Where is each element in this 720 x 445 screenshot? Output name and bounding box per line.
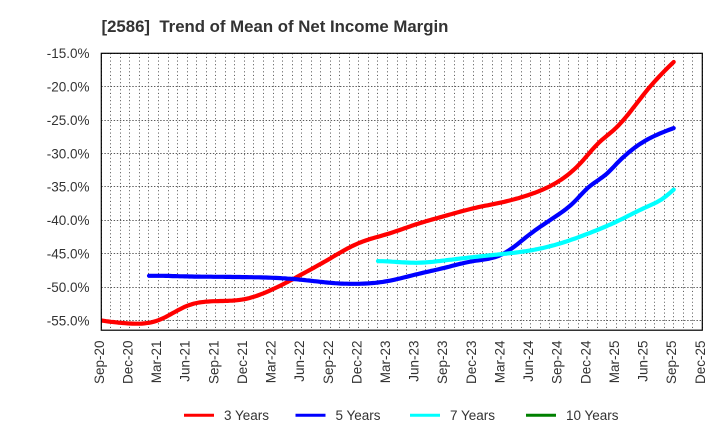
- svg-text:-40.0%: -40.0%: [47, 213, 90, 228]
- svg-text:Sep-20: Sep-20: [92, 341, 107, 385]
- svg-text:Sep-22: Sep-22: [321, 341, 336, 385]
- svg-text:Sep-25: Sep-25: [664, 341, 679, 385]
- svg-text:Jun-22: Jun-22: [292, 341, 307, 382]
- svg-text:Mar-22: Mar-22: [264, 341, 279, 384]
- svg-text:Dec-20: Dec-20: [120, 341, 135, 385]
- svg-text:Mar-24: Mar-24: [492, 340, 507, 383]
- svg-text:Mar-21: Mar-21: [149, 341, 164, 384]
- svg-text:-20.0%: -20.0%: [47, 80, 90, 95]
- svg-text:-25.0%: -25.0%: [47, 113, 90, 128]
- svg-text:-50.0%: -50.0%: [47, 280, 90, 295]
- svg-text:7 Years: 7 Years: [450, 408, 495, 423]
- svg-text:Jun-23: Jun-23: [407, 341, 422, 382]
- svg-text:-30.0%: -30.0%: [47, 146, 90, 161]
- svg-text:-35.0%: -35.0%: [47, 180, 90, 195]
- svg-text:Dec-22: Dec-22: [349, 341, 364, 385]
- svg-text:Dec-24: Dec-24: [578, 340, 593, 384]
- svg-text:3 Years: 3 Years: [224, 408, 269, 423]
- svg-text:Sep-21: Sep-21: [206, 341, 221, 385]
- svg-text:5 Years: 5 Years: [336, 408, 381, 423]
- svg-text:Jun-24: Jun-24: [521, 340, 536, 382]
- svg-text:10 Years: 10 Years: [566, 408, 619, 423]
- svg-text:Mar-23: Mar-23: [378, 341, 393, 384]
- svg-text:-55.0%: -55.0%: [47, 313, 90, 328]
- svg-text:Mar-25: Mar-25: [607, 341, 622, 384]
- svg-text:Sep-23: Sep-23: [435, 341, 450, 385]
- svg-text:Dec-25: Dec-25: [693, 341, 708, 385]
- svg-text:-15.0%: -15.0%: [47, 46, 90, 61]
- svg-text:Sep-24: Sep-24: [550, 340, 565, 384]
- svg-text:Jun-25: Jun-25: [636, 341, 651, 382]
- svg-text:Jun-21: Jun-21: [178, 341, 193, 382]
- svg-text:Dec-23: Dec-23: [464, 341, 479, 385]
- svg-text:[2586] Trend of Mean of Net I: [2586] Trend of Mean of Net Income Margi…: [102, 17, 449, 36]
- svg-text:Dec-21: Dec-21: [235, 341, 250, 385]
- svg-text:-45.0%: -45.0%: [47, 247, 90, 262]
